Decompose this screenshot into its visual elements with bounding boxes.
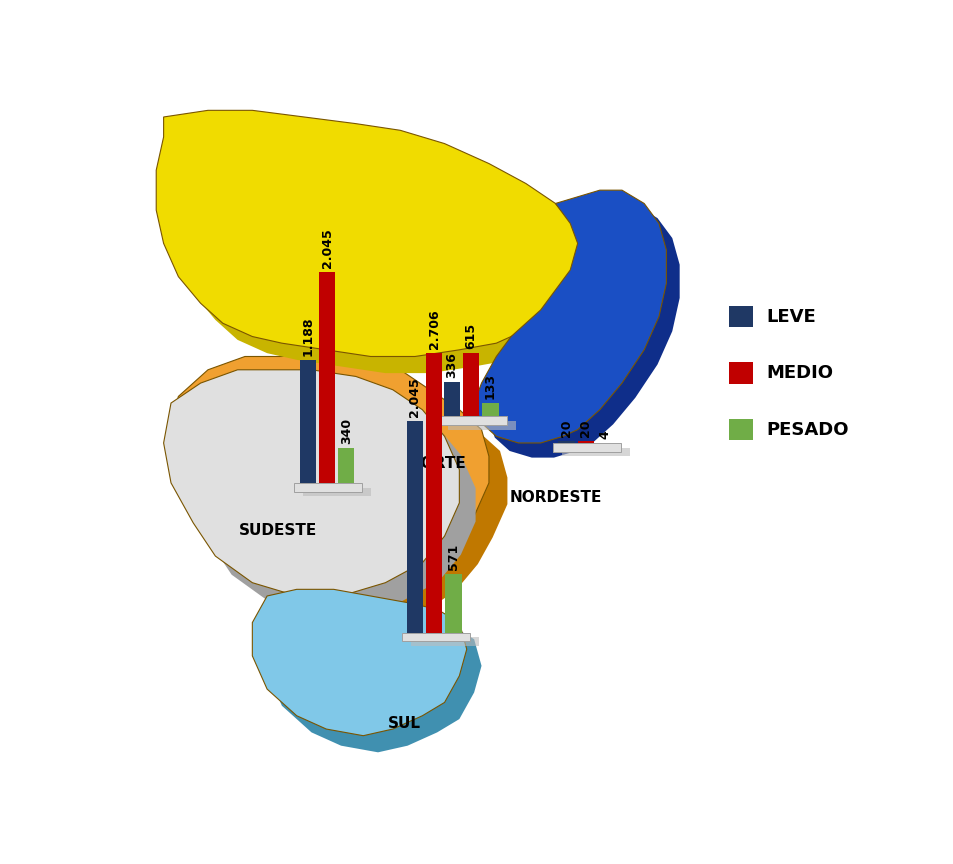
Text: 20: 20 xyxy=(578,419,592,437)
Bar xyxy=(728,419,752,441)
Polygon shape xyxy=(487,205,679,458)
Bar xyxy=(303,487,371,496)
Bar xyxy=(553,443,620,452)
Bar xyxy=(445,574,461,632)
Text: LEVE: LEVE xyxy=(765,308,815,326)
Bar xyxy=(482,403,498,416)
Bar xyxy=(728,363,752,384)
Text: SUL: SUL xyxy=(387,715,420,731)
Polygon shape xyxy=(164,370,459,596)
Bar xyxy=(401,632,469,641)
Text: 615: 615 xyxy=(464,323,477,349)
Bar xyxy=(294,483,362,492)
Text: NORTE: NORTE xyxy=(408,456,466,471)
Text: NORDESTE: NORDESTE xyxy=(509,490,601,505)
Text: 336: 336 xyxy=(445,352,458,378)
Text: 133: 133 xyxy=(483,372,497,398)
Text: 2.706: 2.706 xyxy=(427,309,440,349)
Bar xyxy=(558,441,574,443)
Text: 571: 571 xyxy=(446,543,459,569)
Bar xyxy=(299,360,315,483)
Bar xyxy=(410,638,478,646)
Bar xyxy=(447,421,515,429)
Text: 2.045: 2.045 xyxy=(320,228,334,268)
Text: 4: 4 xyxy=(598,429,611,439)
Text: 2.045: 2.045 xyxy=(408,378,421,417)
Bar xyxy=(561,448,630,456)
Bar xyxy=(406,422,423,632)
Polygon shape xyxy=(180,389,476,614)
Text: 20: 20 xyxy=(559,419,573,437)
Polygon shape xyxy=(171,127,599,373)
Polygon shape xyxy=(156,111,584,357)
Bar xyxy=(318,271,335,483)
Polygon shape xyxy=(190,372,507,624)
Bar xyxy=(443,382,459,416)
Text: 340: 340 xyxy=(339,417,353,444)
Text: MEDIO: MEDIO xyxy=(765,364,832,382)
Text: SUDESTE: SUDESTE xyxy=(239,523,317,537)
Bar xyxy=(438,416,506,425)
Bar xyxy=(426,353,442,632)
Bar xyxy=(337,448,354,483)
Bar xyxy=(462,353,478,416)
Bar xyxy=(728,306,752,327)
Polygon shape xyxy=(474,190,665,443)
Text: PESADO: PESADO xyxy=(765,421,848,439)
Text: 1.188: 1.188 xyxy=(301,317,314,356)
Polygon shape xyxy=(267,606,481,753)
Polygon shape xyxy=(252,589,466,736)
Bar xyxy=(577,441,594,443)
Polygon shape xyxy=(171,350,488,603)
